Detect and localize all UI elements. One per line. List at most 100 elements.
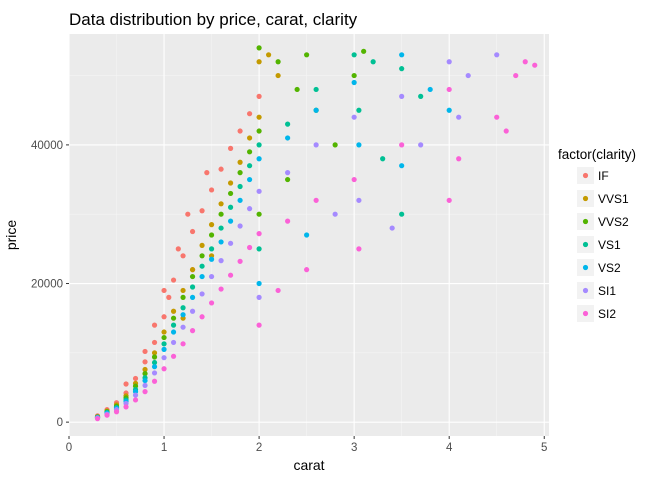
data-point	[361, 48, 367, 54]
data-point	[313, 86, 319, 93]
legend-label: VS1	[598, 238, 621, 252]
data-point	[180, 294, 186, 300]
legend-label: SI1	[598, 284, 616, 298]
data-point	[256, 280, 262, 287]
legend-swatch	[582, 310, 589, 317]
data-point	[256, 142, 262, 148]
x-tick-label: 2	[256, 442, 262, 454]
data-point	[189, 308, 196, 314]
data-point	[151, 350, 158, 356]
data-point	[218, 166, 224, 172]
y-axis: 0 20000 40000	[31, 140, 69, 429]
x-tick-label: 5	[541, 442, 547, 454]
legend-item-si1: SI1	[577, 282, 616, 299]
x-tick-label: 4	[446, 442, 453, 454]
data-point	[218, 211, 224, 217]
x-tick-label: 0	[66, 442, 72, 454]
data-point	[465, 72, 471, 79]
data-point	[208, 246, 215, 252]
data-point	[351, 176, 357, 183]
x-tick-label: 1	[161, 442, 167, 454]
legend-swatch	[582, 172, 589, 179]
data-point	[332, 211, 338, 217]
data-point	[94, 416, 101, 422]
data-point	[513, 72, 519, 79]
data-point	[161, 314, 167, 320]
data-point	[189, 273, 196, 280]
data-point	[456, 114, 462, 120]
data-point	[399, 93, 405, 99]
data-point	[399, 211, 405, 217]
legend-swatch	[582, 218, 589, 225]
legend-items: IF VVS1 VVS2 VS1 VS2 SI1 SI2	[577, 167, 629, 322]
data-point	[208, 232, 215, 238]
data-point	[180, 305, 186, 311]
data-point	[304, 52, 310, 58]
data-point	[356, 107, 362, 113]
series-vs1	[94, 52, 424, 420]
data-point	[218, 239, 224, 245]
data-point	[446, 59, 452, 65]
data-point	[256, 211, 262, 217]
data-point	[123, 381, 129, 387]
data-point	[142, 348, 148, 355]
data-point	[151, 359, 158, 366]
data-point	[208, 222, 215, 228]
data-point	[208, 187, 215, 193]
data-point	[304, 267, 310, 273]
data-point	[256, 156, 262, 162]
data-point	[199, 314, 205, 320]
data-point	[380, 156, 386, 162]
data-point	[356, 142, 362, 148]
legend-item-vs1: VS1	[577, 236, 621, 253]
data-point	[123, 404, 129, 410]
data-point	[227, 190, 234, 197]
data-point	[161, 355, 167, 361]
data-point	[189, 228, 196, 235]
data-point	[170, 308, 177, 314]
legend-label: VVS2	[598, 215, 629, 229]
data-point	[256, 128, 262, 134]
data-point	[237, 159, 243, 165]
legend-label: SI2	[598, 307, 616, 321]
data-point	[256, 59, 262, 65]
data-point	[170, 329, 177, 335]
data-point	[237, 183, 243, 190]
data-point	[503, 128, 509, 134]
data-point	[256, 322, 262, 328]
data-point	[399, 163, 405, 169]
data-point	[175, 246, 181, 252]
series-si2	[94, 59, 538, 422]
data-point	[313, 197, 319, 203]
data-point	[285, 218, 291, 224]
data-point	[208, 256, 215, 262]
data-point	[180, 312, 186, 318]
data-point	[204, 170, 210, 176]
data-point	[189, 267, 196, 273]
x-axis: 0 1 2 3 4 5	[66, 436, 547, 454]
data-point	[199, 273, 205, 280]
y-tick-label: 20000	[31, 279, 63, 291]
data-point	[246, 149, 253, 155]
data-point	[199, 208, 205, 214]
data-point	[356, 246, 362, 252]
data-point	[113, 409, 120, 415]
data-point	[275, 59, 281, 65]
data-point	[151, 354, 158, 360]
x-axis-label: carat	[293, 457, 324, 473]
data-point	[151, 378, 158, 384]
data-point	[151, 370, 158, 376]
data-point	[246, 111, 253, 117]
data-point	[294, 86, 300, 93]
data-points	[94, 45, 538, 422]
data-point	[189, 284, 196, 290]
data-point	[399, 142, 405, 148]
data-point	[199, 291, 205, 297]
data-point	[275, 72, 281, 79]
data-point	[132, 375, 139, 382]
data-point	[170, 322, 177, 328]
data-point	[142, 371, 148, 377]
data-point	[237, 258, 243, 264]
data-point	[161, 329, 167, 335]
data-point	[494, 52, 500, 58]
